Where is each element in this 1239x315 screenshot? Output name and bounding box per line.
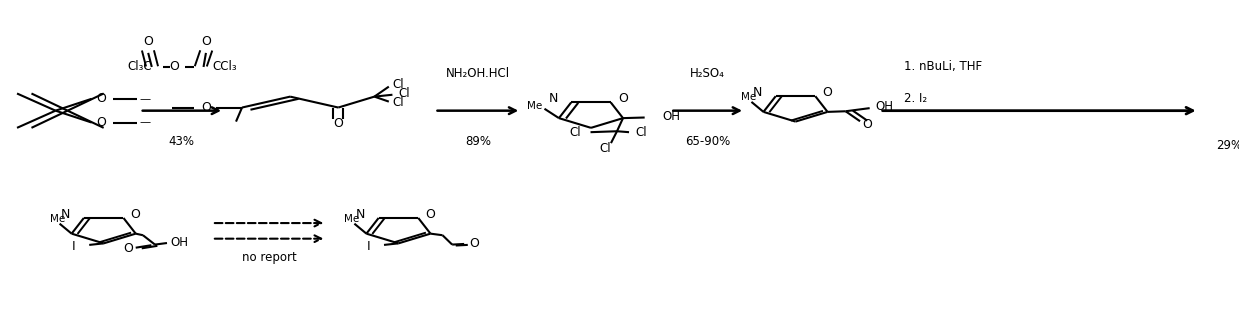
Text: Cl: Cl	[636, 126, 647, 139]
Text: O: O	[201, 101, 211, 114]
Text: O: O	[823, 86, 833, 99]
Text: —: —	[139, 94, 150, 104]
Text: Cl: Cl	[393, 96, 404, 109]
Text: Me: Me	[741, 92, 757, 102]
Text: N: N	[549, 92, 558, 105]
Text: N: N	[753, 86, 762, 99]
Text: Me: Me	[528, 100, 543, 111]
Text: Cl₃C: Cl₃C	[128, 60, 152, 73]
Text: 29%: 29%	[1217, 139, 1239, 152]
Text: Me: Me	[344, 214, 359, 224]
Text: 65-90%: 65-90%	[685, 135, 730, 148]
Text: CCl₃: CCl₃	[212, 60, 237, 73]
Text: —: —	[139, 117, 150, 128]
Text: O: O	[130, 208, 140, 221]
Text: I: I	[72, 240, 76, 253]
Text: O: O	[144, 36, 154, 49]
Text: N: N	[356, 208, 366, 221]
Text: H₂SO₄: H₂SO₄	[690, 67, 725, 80]
Text: 89%: 89%	[465, 135, 491, 148]
Text: no report: no report	[242, 251, 296, 264]
Text: O: O	[618, 92, 628, 105]
Text: O: O	[425, 208, 435, 221]
Text: Cl: Cl	[569, 126, 581, 139]
Text: O: O	[468, 237, 478, 249]
Text: O: O	[170, 60, 180, 73]
Text: Cl: Cl	[600, 142, 611, 155]
Text: 43%: 43%	[169, 135, 195, 148]
Text: N: N	[61, 208, 71, 221]
Text: O: O	[333, 117, 343, 130]
Text: OH: OH	[662, 110, 680, 123]
Text: O: O	[97, 92, 107, 105]
Text: O: O	[862, 118, 872, 131]
Text: OH: OH	[170, 236, 188, 249]
Text: O: O	[201, 36, 211, 49]
Text: Me: Me	[50, 214, 64, 224]
Text: NH₂OH.HCl: NH₂OH.HCl	[446, 67, 510, 80]
Text: Cl: Cl	[393, 78, 404, 91]
Text: O: O	[124, 242, 134, 255]
Text: Cl: Cl	[399, 87, 410, 100]
Text: O: O	[97, 116, 107, 129]
Text: 2. I₂: 2. I₂	[903, 92, 927, 105]
Text: OH: OH	[875, 100, 893, 113]
Text: 1. nBuLi, THF: 1. nBuLi, THF	[903, 60, 983, 73]
Text: I: I	[367, 240, 370, 253]
